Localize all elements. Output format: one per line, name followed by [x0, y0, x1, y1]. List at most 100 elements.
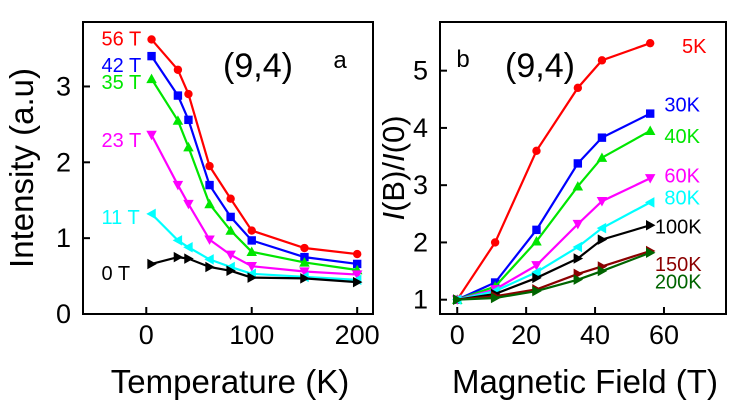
series-label: 0 T	[102, 263, 131, 285]
series-35t: 35 T	[102, 72, 363, 275]
data-point	[573, 83, 583, 93]
series-label: 23 T	[102, 130, 142, 152]
data-point	[299, 267, 310, 277]
x-tick-label: 100	[229, 320, 274, 350]
data-point	[173, 65, 183, 74]
panel-b-x-ticks: 0 20 40 60	[450, 307, 679, 350]
series-label: 11 T	[102, 207, 140, 229]
data-point	[172, 235, 183, 246]
data-point	[531, 261, 542, 271]
data-point	[204, 235, 215, 245]
panel-b-y-label-part: I	[376, 153, 411, 162]
x-tick-label: 200	[335, 320, 380, 350]
data-point	[300, 273, 310, 284]
data-point	[645, 220, 656, 231]
data-point	[173, 91, 183, 100]
series-23t: 23 T	[102, 130, 363, 280]
data-point	[490, 292, 501, 304]
y-tick-label: 4	[413, 113, 428, 143]
x-tick-label: 60	[649, 320, 679, 350]
data-point	[173, 251, 184, 263]
data-point	[572, 241, 583, 253]
panel-b-y-ticks: 1 2 3 4 5	[413, 56, 447, 315]
panel-a-y-ticks: 0 1 2 3	[56, 71, 90, 329]
series-line	[456, 42, 651, 301]
data-point	[183, 141, 194, 152]
panel-b-y-label-part: I	[376, 212, 411, 221]
data-point	[596, 152, 608, 162]
series-label: 80K	[664, 187, 700, 209]
data-point	[299, 257, 310, 267]
panel-a-annotation: (9,4)	[223, 47, 293, 85]
data-point	[597, 265, 608, 277]
data-point	[532, 225, 541, 235]
data-point	[204, 198, 215, 209]
data-point	[596, 197, 608, 207]
data-point	[352, 259, 362, 269]
data-point	[572, 181, 584, 191]
data-point	[172, 115, 184, 125]
data-point	[532, 272, 542, 284]
data-point	[225, 225, 236, 235]
data-point	[184, 115, 193, 125]
panel-a-series: 56 T 42 T35 T 23 T 11 T 0 T	[102, 28, 363, 288]
series-label: 200K	[655, 272, 702, 294]
y-tick-label: 2	[413, 227, 428, 257]
data-point	[532, 146, 541, 156]
series-line	[456, 177, 651, 301]
data-point	[532, 285, 542, 297]
panel-a-temperature-plot: 0 100 200 0 1 2 3 56 T 42 T35 T 23 T 11 T 0 T (9,…	[3, 21, 380, 400]
data-point	[596, 222, 607, 234]
data-point	[573, 274, 584, 285]
panel-a-frame	[82, 21, 374, 315]
x-tick-label: 0	[139, 320, 154, 350]
y-tick-label: 3	[56, 71, 71, 101]
data-point	[146, 130, 157, 141]
y-tick-label: 2	[56, 147, 71, 177]
data-point	[146, 208, 156, 220]
series-line	[457, 249, 651, 301]
data-point	[597, 234, 608, 245]
series-line	[150, 78, 358, 272]
panel-b-y-label-part: (B)/	[376, 162, 411, 212]
data-point	[247, 272, 257, 283]
data-point	[573, 253, 584, 264]
y-tick-label: 3	[413, 170, 428, 200]
data-point	[205, 261, 215, 273]
y-tick-label: 0	[56, 299, 71, 329]
data-point	[204, 254, 214, 265]
x-tick-label: 40	[580, 320, 610, 350]
data-point	[205, 161, 214, 171]
data-point	[645, 247, 656, 258]
panel-b-annotation: (9,4)	[505, 47, 575, 85]
data-point	[146, 73, 157, 84]
data-point	[351, 270, 363, 280]
series-line	[456, 129, 651, 301]
panel-b-y-label-part: (0)	[376, 115, 411, 153]
series-label: 30K	[664, 95, 700, 117]
x-tick-label: 0	[450, 320, 465, 350]
data-point	[300, 252, 309, 262]
data-point	[246, 246, 257, 257]
panel-a-label: a	[333, 47, 347, 74]
panel-b-x-axis-label: Magnetic Field (T)	[452, 363, 718, 400]
data-point	[205, 180, 214, 190]
data-point	[184, 89, 193, 99]
series-11t: 11 T	[102, 207, 362, 286]
data-point	[246, 262, 257, 272]
data-point	[531, 236, 542, 246]
data-point	[597, 133, 607, 142]
data-point	[147, 35, 156, 44]
series-label: 5K	[682, 36, 707, 58]
data-point	[247, 236, 256, 245]
series-label: 40K	[664, 126, 700, 148]
series-0t: 0 T	[102, 251, 363, 288]
y-tick-label: 5	[413, 56, 428, 86]
series-label: 150K	[655, 254, 702, 276]
series-42t: 42 T	[102, 51, 362, 269]
data-point	[300, 243, 309, 253]
data-point	[645, 109, 655, 118]
series-label: 60K	[664, 165, 700, 187]
